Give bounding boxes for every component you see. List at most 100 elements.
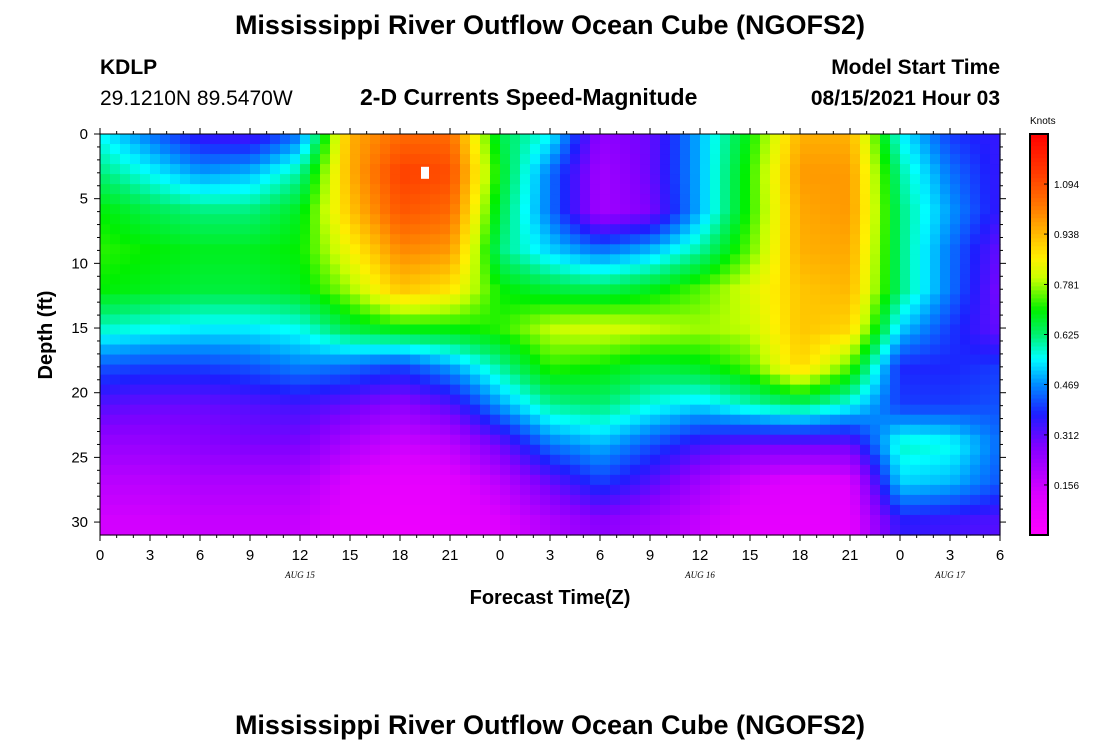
- heatmap-cell: [960, 254, 971, 265]
- heatmap-cell: [670, 264, 681, 275]
- heatmap-cell: [360, 314, 371, 326]
- heatmap-cell: [540, 504, 551, 516]
- heatmap-cell: [800, 364, 811, 376]
- heatmap-cell: [180, 354, 191, 366]
- colorbar-segment: [1030, 442, 1048, 448]
- heatmap-cell: [440, 344, 451, 356]
- heatmap-cell: [300, 244, 311, 255]
- heatmap-cell: [490, 424, 501, 436]
- heatmap-cell: [110, 194, 121, 205]
- heatmap-cell: [580, 524, 591, 536]
- heatmap-cell: [530, 264, 541, 275]
- heatmap-cell: [180, 204, 191, 215]
- heatmap-cell: [440, 224, 451, 235]
- heatmap-cell: [520, 134, 531, 145]
- heatmap-cell: [440, 184, 451, 195]
- heatmap-cell: [270, 474, 281, 486]
- heatmap-cell: [180, 384, 191, 396]
- heatmap-cell: [160, 364, 171, 376]
- heatmap-cell: [680, 144, 691, 155]
- heatmap-cell: [310, 474, 321, 486]
- heatmap-cell: [890, 144, 901, 155]
- heatmap-cell: [640, 314, 651, 326]
- heatmap-cell: [130, 214, 141, 225]
- heatmap-cell: [160, 184, 171, 195]
- heatmap-cell: [920, 514, 931, 526]
- heatmap-cell: [370, 304, 381, 316]
- heatmap-cell: [460, 254, 471, 265]
- heatmap-cell: [940, 194, 951, 205]
- heatmap-cell: [360, 464, 371, 476]
- heatmap-cell: [470, 524, 481, 536]
- heatmap-cell: [410, 254, 421, 265]
- heatmap-cell: [510, 324, 521, 336]
- heatmap-cell: [440, 144, 451, 155]
- heatmap-cell: [780, 204, 791, 215]
- heatmap-cell: [800, 244, 811, 255]
- heatmap-cell: [850, 184, 861, 195]
- heatmap-cell: [470, 354, 481, 366]
- heatmap-cell: [160, 464, 171, 476]
- heatmap-cell: [590, 244, 601, 255]
- heatmap-cell: [290, 394, 301, 406]
- heatmap-cell: [560, 204, 571, 215]
- colorbar-segment: [1030, 482, 1048, 488]
- heatmap-cell: [830, 474, 841, 486]
- heatmap-cell: [260, 274, 271, 285]
- heatmap-cell: [400, 344, 411, 356]
- heatmap-cell: [380, 234, 391, 245]
- heatmap-cell: [730, 224, 741, 235]
- heatmap-cell: [470, 434, 481, 446]
- heatmap-cell: [970, 494, 981, 506]
- heatmap-cell: [300, 334, 311, 346]
- heatmap-cell: [890, 464, 901, 476]
- heatmap-cell: [720, 234, 731, 245]
- heatmap-cell: [970, 464, 981, 476]
- heatmap-cell: [700, 144, 711, 155]
- heatmap-cell: [800, 224, 811, 235]
- heatmap-cell: [950, 274, 961, 285]
- heatmap-cell: [570, 344, 581, 356]
- heatmap-cell: [600, 334, 611, 346]
- colorbar-tick-label: 0.469: [1054, 381, 1079, 392]
- heatmap-cell: [730, 464, 741, 476]
- heatmap-cell: [460, 184, 471, 195]
- heatmap-cell: [340, 524, 351, 536]
- heatmap-cell: [380, 524, 391, 536]
- heatmap-cell: [260, 174, 271, 185]
- heatmap-cell: [180, 284, 191, 296]
- heatmap-cell: [140, 234, 151, 245]
- heatmap-cell: [520, 294, 531, 306]
- heatmap-cell: [560, 184, 571, 195]
- heatmap-cell: [480, 164, 491, 175]
- heatmap-cell: [560, 324, 571, 336]
- heatmap-cell: [830, 514, 841, 526]
- heatmap-cell: [230, 254, 241, 265]
- heatmap-cell: [990, 204, 1001, 215]
- heatmap-cell: [920, 524, 931, 536]
- heatmap-cell: [270, 304, 281, 316]
- heatmap-cell: [450, 344, 461, 356]
- heatmap-cell: [590, 524, 601, 536]
- heatmap-cell: [220, 144, 231, 155]
- heatmap-cell: [710, 404, 721, 416]
- heatmap-cell: [210, 314, 221, 326]
- heatmap-cell: [600, 374, 611, 386]
- heatmap-cell: [840, 334, 851, 346]
- heatmap-cell: [490, 464, 501, 476]
- heatmap-cell: [280, 384, 291, 396]
- heatmap-cell: [600, 264, 611, 275]
- heatmap-cell: [110, 524, 121, 536]
- x-tick-label: 21: [842, 547, 859, 564]
- heatmap-cell: [900, 214, 911, 225]
- heatmap-cell: [790, 324, 801, 336]
- heatmap-cell: [960, 424, 971, 436]
- heatmap-cell: [710, 414, 721, 426]
- heatmap-cell: [980, 314, 991, 326]
- heatmap-cell: [550, 154, 561, 165]
- colorbar-segment: [1030, 386, 1048, 392]
- heatmap-cell: [600, 384, 611, 396]
- heatmap-cell: [550, 354, 561, 366]
- heatmap-cell: [410, 234, 421, 245]
- heatmap-cell: [410, 324, 421, 336]
